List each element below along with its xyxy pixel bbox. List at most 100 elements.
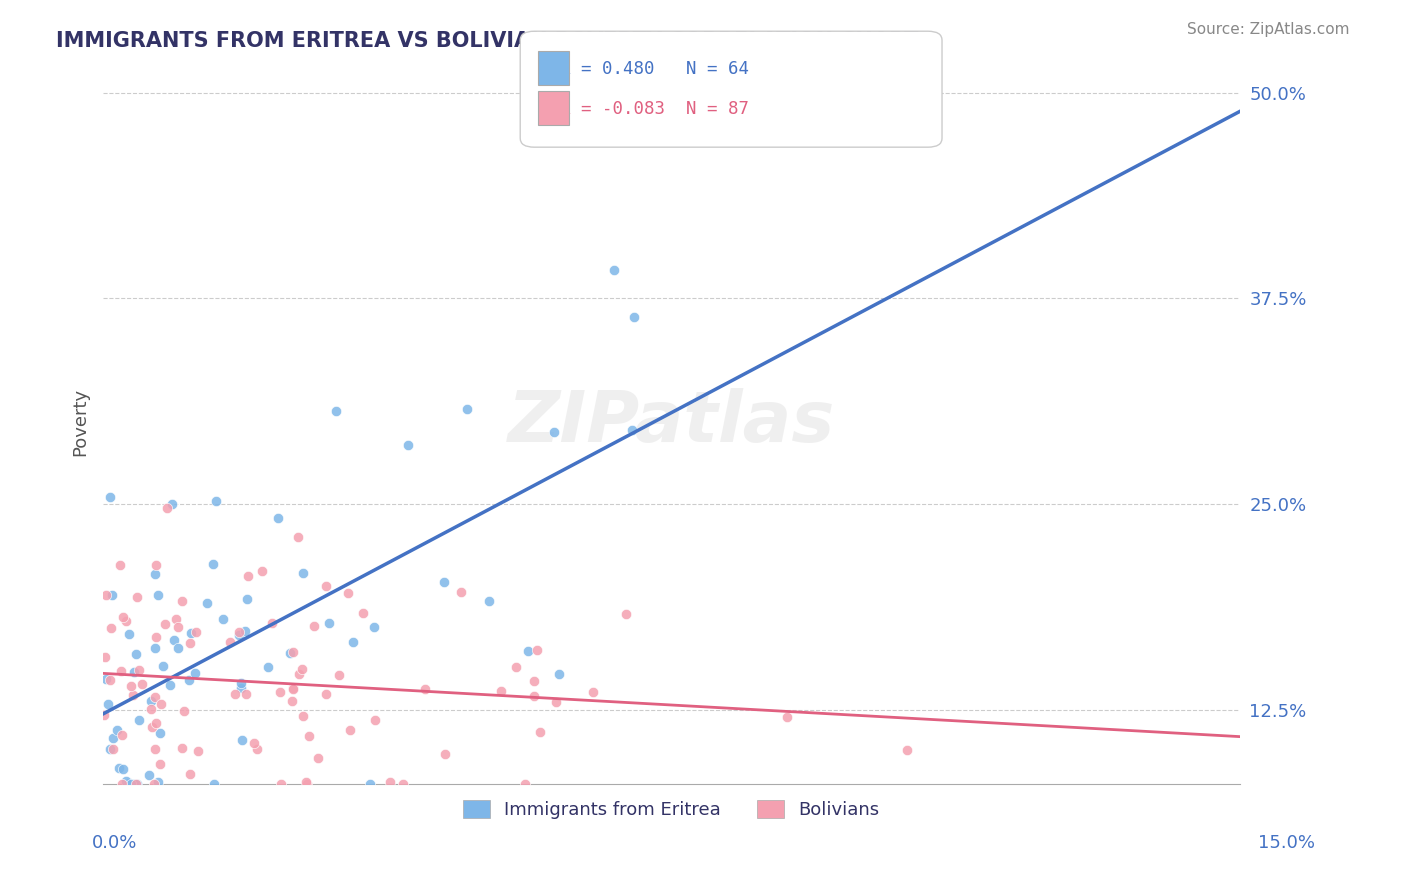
Point [153, 616, 176, 631]
Point [433, 574, 456, 589]
Point [122, 777, 145, 791]
Point [180, 625, 202, 640]
Point [224, 687, 246, 701]
Point [325, 404, 347, 418]
Point [621, 423, 644, 437]
Point [145, 716, 167, 731]
Point [352, 607, 374, 621]
Text: IMMIGRANTS FROM ERITREA VS BOLIVIAN POVERTY CORRELATION CHART: IMMIGRANTS FROM ERITREA VS BOLIVIAN POVE… [56, 31, 918, 51]
Point [100, 622, 122, 636]
Point [187, 744, 209, 758]
Point [139, 694, 162, 708]
Point [108, 558, 131, 572]
Point [120, 679, 142, 693]
Point [195, 596, 218, 610]
Point [128, 713, 150, 727]
Point [165, 612, 187, 626]
Point [896, 743, 918, 757]
Point [363, 620, 385, 634]
Point [163, 633, 186, 648]
Point [543, 425, 565, 440]
Point [292, 709, 315, 723]
Point [298, 729, 321, 743]
Point [149, 756, 172, 771]
Point [173, 704, 195, 718]
Point [342, 635, 364, 649]
Point [149, 726, 172, 740]
Point [231, 676, 253, 690]
Point [152, 659, 174, 673]
Point [98, 490, 121, 504]
Point [281, 681, 304, 695]
Point [283, 645, 305, 659]
Point [235, 591, 257, 606]
Point [145, 641, 167, 656]
Point [378, 774, 401, 789]
Point [315, 687, 337, 701]
Point [339, 723, 361, 738]
Point [120, 777, 142, 791]
Point [433, 747, 456, 761]
Point [307, 751, 329, 765]
Point [110, 664, 132, 678]
Y-axis label: Poverty: Poverty [72, 388, 89, 456]
Point [228, 627, 250, 641]
Point [96, 588, 118, 602]
Point [288, 667, 311, 681]
Point [179, 766, 201, 780]
Point [396, 438, 419, 452]
Point [297, 777, 319, 791]
Point [111, 777, 134, 791]
Point [143, 690, 166, 704]
Point [145, 558, 167, 572]
Legend: Immigrants from Eritrea, Bolivians: Immigrants from Eritrea, Bolivians [456, 792, 887, 826]
Point [456, 402, 478, 417]
Point [231, 732, 253, 747]
Point [548, 666, 571, 681]
Point [281, 681, 304, 696]
Point [94, 649, 117, 664]
Point [143, 567, 166, 582]
Point [231, 681, 253, 695]
Point [513, 777, 536, 791]
Point [202, 777, 225, 791]
Point [125, 777, 148, 791]
Point [315, 579, 337, 593]
Point [269, 685, 291, 699]
Point [295, 775, 318, 789]
Point [318, 615, 340, 630]
Point [328, 668, 350, 682]
Point [287, 530, 309, 544]
Text: Source: ZipAtlas.com: Source: ZipAtlas.com [1187, 22, 1350, 37]
Point [162, 497, 184, 511]
Point [603, 263, 626, 277]
Point [143, 777, 166, 791]
Point [97, 698, 120, 712]
Point [235, 687, 257, 701]
Point [111, 762, 134, 776]
Point [105, 723, 128, 737]
Point [143, 742, 166, 756]
Point [450, 585, 472, 599]
Point [145, 630, 167, 644]
Point [121, 688, 143, 702]
Point [115, 615, 138, 629]
Point [125, 591, 148, 605]
Point [156, 501, 179, 516]
Point [125, 647, 148, 661]
Point [614, 607, 637, 621]
Point [118, 627, 141, 641]
Point [238, 568, 260, 582]
Point [776, 709, 799, 723]
Point [291, 662, 314, 676]
Point [526, 643, 548, 657]
Point [219, 635, 242, 649]
Point [122, 665, 145, 679]
Point [184, 665, 207, 680]
Point [413, 681, 436, 696]
Point [179, 635, 201, 649]
Point [392, 777, 415, 791]
Point [364, 713, 387, 727]
Text: 0.0%: 0.0% [91, 834, 136, 852]
Point [115, 773, 138, 788]
